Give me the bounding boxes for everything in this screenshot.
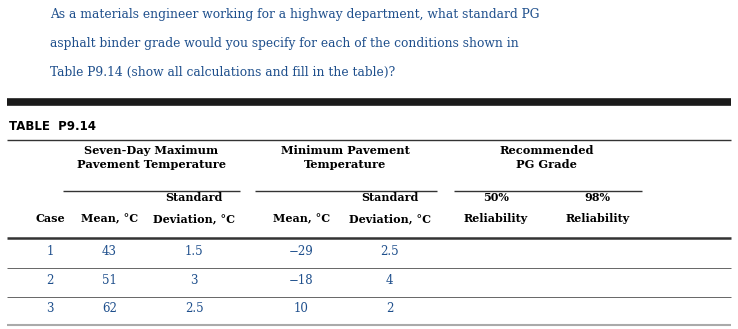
Text: −18: −18	[289, 274, 314, 287]
Text: TABLE  P9.14: TABLE P9.14	[9, 120, 96, 133]
Text: Standard: Standard	[361, 192, 418, 203]
Text: 1.5: 1.5	[184, 245, 204, 258]
Text: Table P9.14 (show all calculations and fill in the table)?: Table P9.14 (show all calculations and f…	[50, 66, 396, 79]
Text: Standard: Standard	[165, 192, 223, 203]
Text: Deviation, °C: Deviation, °C	[153, 213, 235, 224]
Text: As a materials engineer working for a highway department, what standard PG: As a materials engineer working for a hi…	[50, 8, 539, 21]
Text: 51: 51	[102, 274, 117, 287]
Text: 10: 10	[294, 302, 308, 315]
Text: 98%: 98%	[584, 192, 611, 203]
Text: 2.5: 2.5	[380, 245, 399, 258]
Text: 2: 2	[46, 274, 54, 287]
Text: 3: 3	[190, 274, 198, 287]
Text: 50%: 50%	[483, 192, 509, 203]
Text: Reliability: Reliability	[463, 213, 528, 224]
Text: 3: 3	[46, 302, 54, 315]
Text: Minimum Pavement
Temperature: Minimum Pavement Temperature	[281, 145, 410, 170]
Text: asphalt binder grade would you specify for each of the conditions shown in: asphalt binder grade would you specify f…	[50, 37, 519, 50]
Text: 62: 62	[102, 302, 117, 315]
Text: Reliability: Reliability	[565, 213, 630, 224]
Text: Mean, °C: Mean, °C	[272, 213, 330, 224]
Text: 2.5: 2.5	[184, 302, 204, 315]
Text: Seven-Day Maximum
Pavement Temperature: Seven-Day Maximum Pavement Temperature	[77, 145, 226, 170]
Text: 4: 4	[386, 274, 393, 287]
Text: Recommended
PG Grade: Recommended PG Grade	[500, 145, 594, 170]
Text: 1: 1	[46, 245, 54, 258]
Text: 2: 2	[386, 302, 393, 315]
Text: 43: 43	[102, 245, 117, 258]
Text: Deviation, °C: Deviation, °C	[348, 213, 431, 224]
Text: −29: −29	[289, 245, 314, 258]
Text: Mean, °C: Mean, °C	[80, 213, 138, 224]
Text: Case: Case	[35, 213, 65, 224]
